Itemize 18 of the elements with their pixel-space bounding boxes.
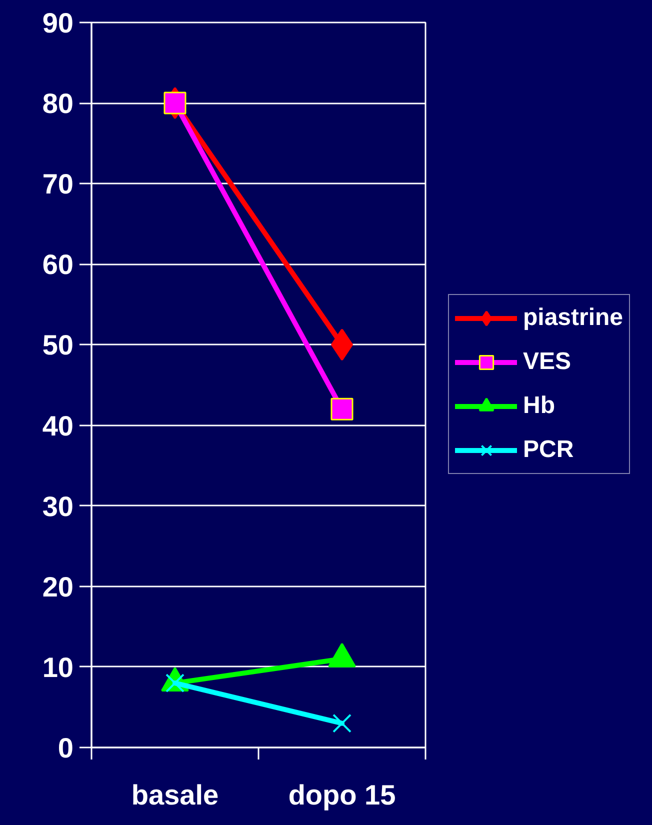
legend-label: Hb xyxy=(523,390,555,420)
y-tick-label: 70 xyxy=(42,168,74,200)
y-tick-label: 30 xyxy=(42,490,74,522)
x-tick-label: dopo 15 xyxy=(288,780,396,810)
y-tick-label: 10 xyxy=(42,652,74,683)
y-tick-label: 20 xyxy=(42,571,74,602)
legend-label: piastrine xyxy=(523,302,624,332)
x-tick-label: basale xyxy=(131,780,219,810)
y-tick-label: 50 xyxy=(42,330,74,361)
legend-label: PCR xyxy=(523,434,574,464)
point xyxy=(332,714,352,733)
y-tick-label: 80 xyxy=(42,88,74,120)
y-tick-label: 0 xyxy=(58,732,74,764)
point xyxy=(330,398,354,420)
y-tick-label: 40 xyxy=(42,410,74,442)
y-tick-label: 60 xyxy=(42,249,74,280)
legend-label: VES xyxy=(523,346,572,376)
y-tick-label: 90 xyxy=(42,8,74,38)
